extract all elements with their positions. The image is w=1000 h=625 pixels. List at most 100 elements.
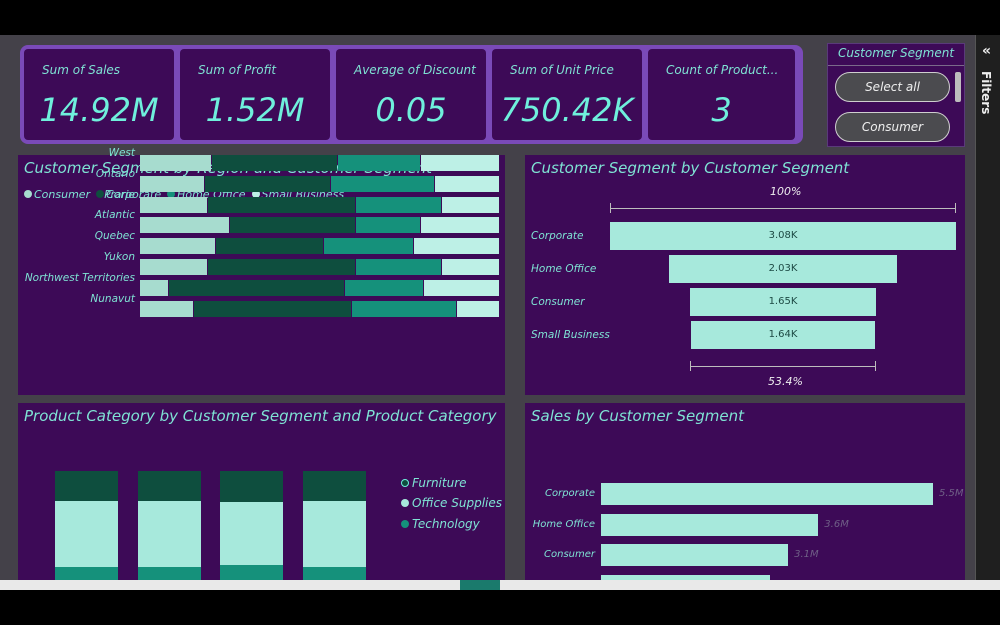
column-segment xyxy=(303,567,366,580)
bar-segment xyxy=(212,155,337,171)
filters-label: Filters xyxy=(979,71,993,115)
kpi-value: 750.42K xyxy=(500,91,634,129)
kpi-card-unit-price[interactable]: Sum of Unit Price 750.42K xyxy=(492,49,642,140)
column-segment xyxy=(303,471,366,501)
region-label: West xyxy=(108,147,135,159)
bar-segment xyxy=(140,300,193,317)
bar-segment xyxy=(168,279,345,296)
bar-segment xyxy=(435,175,499,192)
kpi-card-discount[interactable]: Average of Discount 0.05 xyxy=(336,49,486,140)
kpi-label: Sum of Sales xyxy=(42,63,121,77)
sales-bar xyxy=(601,574,771,580)
legend-item-consumer[interactable]: Consumer xyxy=(24,188,90,201)
legend-label: Consumer xyxy=(34,188,91,201)
column-segment xyxy=(138,567,201,580)
bar-segment xyxy=(215,238,323,255)
column-segment xyxy=(138,501,201,567)
report-canvas: Sum of Sales 14.92M Sum of Profit 1.52M … xyxy=(0,35,1000,580)
slicer-option-select-all[interactable]: Select all xyxy=(835,72,950,102)
sales-by-segment-chart[interactable]: Sales by Customer Segment Corporate 5.5M H… xyxy=(520,403,965,581)
bar-segment xyxy=(456,300,499,317)
bar-segment xyxy=(208,259,355,275)
kpi-value: 1.52M xyxy=(205,91,305,129)
bar-segment xyxy=(345,279,424,296)
page-tab-strip xyxy=(0,580,1000,590)
bar-segment xyxy=(420,217,499,234)
collapse-chevron-icon[interactable]: « xyxy=(982,43,992,59)
kpi-label: Average of Discount xyxy=(354,63,476,77)
funnel-tick xyxy=(690,361,691,371)
kpi-value: 14.92M xyxy=(39,91,159,129)
bar-segment xyxy=(356,259,442,275)
region-label: Northwest Territories xyxy=(24,271,135,284)
kpi-label: Sum of Profit xyxy=(198,63,277,77)
bar-segment xyxy=(140,238,215,255)
funnel-tick xyxy=(875,361,876,371)
funnel-tick xyxy=(610,203,611,213)
kpi-card-profit[interactable]: Sum of Profit 1.52M xyxy=(180,49,330,140)
column-segment xyxy=(55,471,118,501)
sales-bar xyxy=(601,513,819,536)
funnel-label: Consumer xyxy=(531,296,585,308)
legend-item-office-supplies[interactable]: Office Supplies xyxy=(401,496,502,510)
bar-segment xyxy=(352,300,456,317)
kpi-card-group: Sum of Sales 14.92M Sum of Profit 1.52M … xyxy=(20,45,803,144)
funnel-label: Home Office xyxy=(531,263,597,275)
active-page-tab[interactable] xyxy=(460,580,500,590)
region-label: Prarie xyxy=(104,188,135,201)
chart-title: Sales by Customer Segment xyxy=(531,407,744,425)
filters-pane[interactable]: « Filters xyxy=(975,35,1000,580)
funnel-bar: 1.64K xyxy=(690,321,876,349)
bar-segment xyxy=(140,259,208,275)
slicer-option-consumer[interactable]: Consumer xyxy=(835,112,950,142)
sales-value-label: 5.5M xyxy=(939,488,964,499)
bar-segment xyxy=(442,259,499,275)
sales-value-label: 2.8M xyxy=(776,580,801,581)
bar-segment xyxy=(140,155,211,171)
bar-segment xyxy=(424,279,499,296)
bar-segment xyxy=(208,196,355,213)
sales-bar xyxy=(601,483,933,505)
sales-value-label: 3.1M xyxy=(794,549,819,560)
slicer-title: Customer Segment xyxy=(828,46,964,66)
bar-segment xyxy=(204,175,330,192)
region-label: Quebec xyxy=(94,230,135,243)
segment-funnel-chart[interactable]: Customer Segment by Customer Segment 100… xyxy=(525,155,965,395)
region-label: Atlantic xyxy=(94,209,135,222)
funnel-bar: 3.08K xyxy=(610,222,956,250)
funnel-bar: 2.03K xyxy=(668,255,897,283)
legend-label: Furniture xyxy=(412,476,467,490)
sales-label: Home Office xyxy=(532,518,595,530)
legend-label: Office Supplies xyxy=(412,496,502,510)
slicer-scrollbar[interactable] xyxy=(955,72,961,102)
customer-segment-slicer: Customer Segment Select all Consumer xyxy=(827,43,965,147)
bar-segment xyxy=(140,175,204,192)
region-label: Yukon xyxy=(103,251,135,263)
bar-segment xyxy=(330,175,435,192)
funnel-top-line xyxy=(610,208,956,209)
kpi-value: 0.05 xyxy=(375,91,447,129)
bar-segment xyxy=(420,155,499,171)
column-segment xyxy=(303,501,366,567)
kpi-label: Sum of Unit Price xyxy=(510,63,614,77)
funnel-bottom-line xyxy=(690,366,876,367)
kpi-card-sales[interactable]: Sum of Sales 14.92M xyxy=(24,49,174,140)
column-segment xyxy=(220,471,283,503)
legend-item-technology[interactable]: Technology xyxy=(401,517,480,531)
kpi-value: 3 xyxy=(711,91,732,129)
product-category-chart[interactable]: Product Category by Customer Segment and… xyxy=(18,403,505,580)
bar-segment xyxy=(413,238,499,255)
funnel-tick xyxy=(955,203,956,213)
sales-value-label: 3.6M xyxy=(824,518,849,530)
legend-item-furniture[interactable]: Furniture xyxy=(401,476,467,490)
chart-title: Customer Segment by Customer Segment xyxy=(531,159,850,177)
kpi-card-product-count[interactable]: Count of Product... 3 xyxy=(648,49,795,140)
bar-segment xyxy=(356,196,442,213)
region-segment-chart[interactable]: Customer Segment by Region and Customer … xyxy=(18,147,505,395)
sales-label: Consumer xyxy=(544,549,595,560)
column-segment xyxy=(138,471,201,501)
region-label: Ontario xyxy=(95,167,135,180)
bar-segment xyxy=(442,196,499,213)
funnel-bar: 1.65K xyxy=(690,288,876,316)
bar-segment xyxy=(140,217,229,234)
